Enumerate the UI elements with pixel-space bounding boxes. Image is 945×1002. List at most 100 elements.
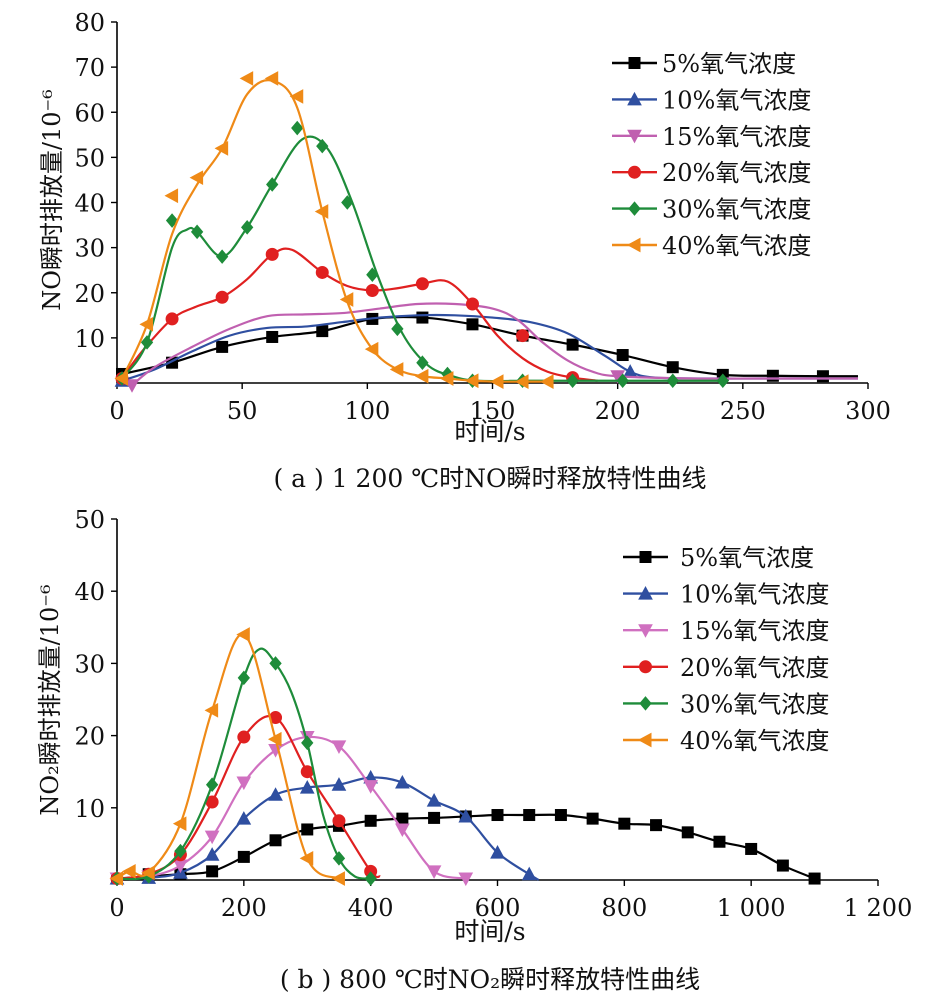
data-point-a-5pct- (566, 338, 579, 351)
series-line-b-5pct- (116, 813, 815, 880)
data-point-a-30pct- (316, 138, 329, 154)
data-point-b-5pct- (491, 809, 504, 822)
legend-label-b: 10%氧气浓度 (680, 581, 829, 609)
y-tick-label-a: 30 (74, 235, 105, 263)
legend-label-b: 5%氧气浓度 (680, 544, 814, 572)
legend-marker-b (639, 551, 652, 563)
data-point-b-5pct- (618, 817, 631, 830)
y-tick-label-a: 60 (74, 99, 105, 127)
legend-marker-b (639, 660, 652, 674)
legend-label-a: 20%氧气浓度 (662, 159, 811, 187)
data-point-b-5pct- (523, 809, 536, 822)
data-point-a-40pct- (339, 292, 354, 307)
data-point-a-40pct- (289, 89, 304, 104)
data-point-b-5pct- (206, 865, 219, 878)
data-point-b-30pct- (332, 851, 346, 866)
data-point-b-40pct- (204, 702, 219, 718)
data-point-b-40pct- (299, 851, 314, 866)
y-tick-label-b: 30 (74, 650, 105, 678)
data-point-a-40pct- (514, 374, 529, 389)
data-point-a-30pct- (566, 373, 579, 389)
data-point-b-10pct- (490, 845, 505, 859)
data-point-b-5pct- (808, 872, 821, 885)
legend-label-a: 15%氧气浓度 (662, 123, 811, 151)
y-tick-label-a: 70 (74, 54, 105, 82)
y-tick-label-a: 10 (74, 325, 105, 353)
data-point-a-40pct- (264, 71, 279, 86)
x-tick-label-b: 1 200 (844, 894, 913, 922)
data-point-b-30pct- (301, 735, 314, 751)
y-tick-label-b: 40 (74, 578, 105, 606)
data-point-b-10pct- (395, 774, 410, 789)
data-point-a-30pct- (241, 220, 254, 235)
data-point-b-10pct- (236, 811, 252, 825)
data-point-a-20pct- (415, 277, 429, 291)
data-point-a-40pct- (414, 368, 429, 384)
data-point-b-10pct- (521, 866, 537, 881)
data-point-b-15pct- (236, 776, 252, 791)
data-point-a-30pct- (391, 321, 404, 337)
series-line-a-20pct- (121, 247, 598, 382)
data-point-b-40pct- (236, 627, 250, 642)
y-tick-label-b: 50 (74, 506, 105, 534)
data-point-b-5pct- (681, 826, 694, 839)
data-point-a-20pct- (315, 265, 329, 279)
data-point-b-15pct- (331, 740, 347, 754)
legend-label-a: 5%氧气浓度 (662, 50, 796, 78)
data-point-b-5pct- (237, 850, 250, 863)
y-axis-label-a: NO瞬时排放量/10⁻⁶ (38, 89, 66, 311)
x-tick-label-a: 0 (109, 397, 124, 425)
data-point-b-30pct- (237, 670, 250, 686)
legend-marker-a (628, 201, 641, 216)
legend-b: 5%氧气浓度 10%氧气浓度 15%氧气浓度 20%氧气浓度 30%氧气浓度 40%氧气浓… (623, 544, 829, 755)
data-point-a-20pct- (516, 329, 530, 343)
data-point-a-5pct- (266, 330, 279, 343)
legend-marker-b (639, 696, 652, 711)
x-tick-label-b: 1 000 (717, 894, 786, 922)
legend-marker-a (627, 129, 642, 144)
data-point-a-40pct- (464, 373, 479, 389)
data-point-a-5pct- (216, 340, 229, 353)
data-point-a-30pct- (666, 373, 679, 389)
data-point-b-10pct- (204, 847, 220, 861)
data-point-a-40pct- (389, 362, 404, 377)
legend-label-a: 10%氧气浓度 (662, 86, 811, 114)
x-axis-label-b: 时间/s (454, 917, 525, 946)
data-point-b-5pct- (650, 819, 663, 832)
x-tick-label-b: 800 (601, 894, 647, 922)
data-point-b-40pct- (141, 865, 155, 881)
data-point-a-40pct- (489, 374, 504, 389)
legend-marker-a (627, 91, 642, 106)
legend-marker-b (638, 624, 653, 638)
data-point-b-30pct- (205, 777, 219, 792)
y-tick-label-a: 20 (74, 280, 105, 308)
data-point-a-40pct- (114, 371, 129, 386)
legend-marker-b (638, 586, 653, 600)
data-point-a-5pct- (466, 318, 479, 331)
data-point-b-15pct- (363, 780, 379, 794)
data-point-a-30pct- (366, 267, 379, 282)
y-tick-label-b: 10 (74, 795, 105, 823)
data-point-b-20pct- (237, 730, 251, 744)
x-axis-label-a: 时间/s (454, 417, 525, 446)
series-b-30pct- (110, 647, 377, 886)
x-tick-label-a: 300 (845, 397, 891, 425)
legend-label-a: 30%氧气浓度 (662, 196, 811, 224)
x-tick-label-a: 50 (227, 397, 258, 425)
data-point-b-10pct- (426, 793, 442, 807)
data-point-b-15pct- (426, 865, 442, 879)
data-point-a-5pct- (766, 369, 779, 382)
data-point-a-20pct- (165, 312, 179, 326)
data-point-a-40pct- (239, 71, 254, 86)
plot-area-a: 0 50 100 150 200 250 300 10 20 30 40 50 60 70 80 (74, 9, 890, 425)
series-b-40pct- (109, 627, 345, 886)
legend-marker-b (637, 732, 652, 748)
y-tick-label-a: 40 (74, 190, 105, 218)
data-point-a-40pct- (214, 141, 229, 156)
legend-label-b: 40%氧气浓度 (680, 727, 829, 755)
series-a-30pct- (115, 120, 729, 389)
data-point-a-30pct- (190, 224, 204, 240)
data-point-a-5pct- (616, 349, 629, 362)
data-point-b-10pct- (331, 777, 347, 791)
